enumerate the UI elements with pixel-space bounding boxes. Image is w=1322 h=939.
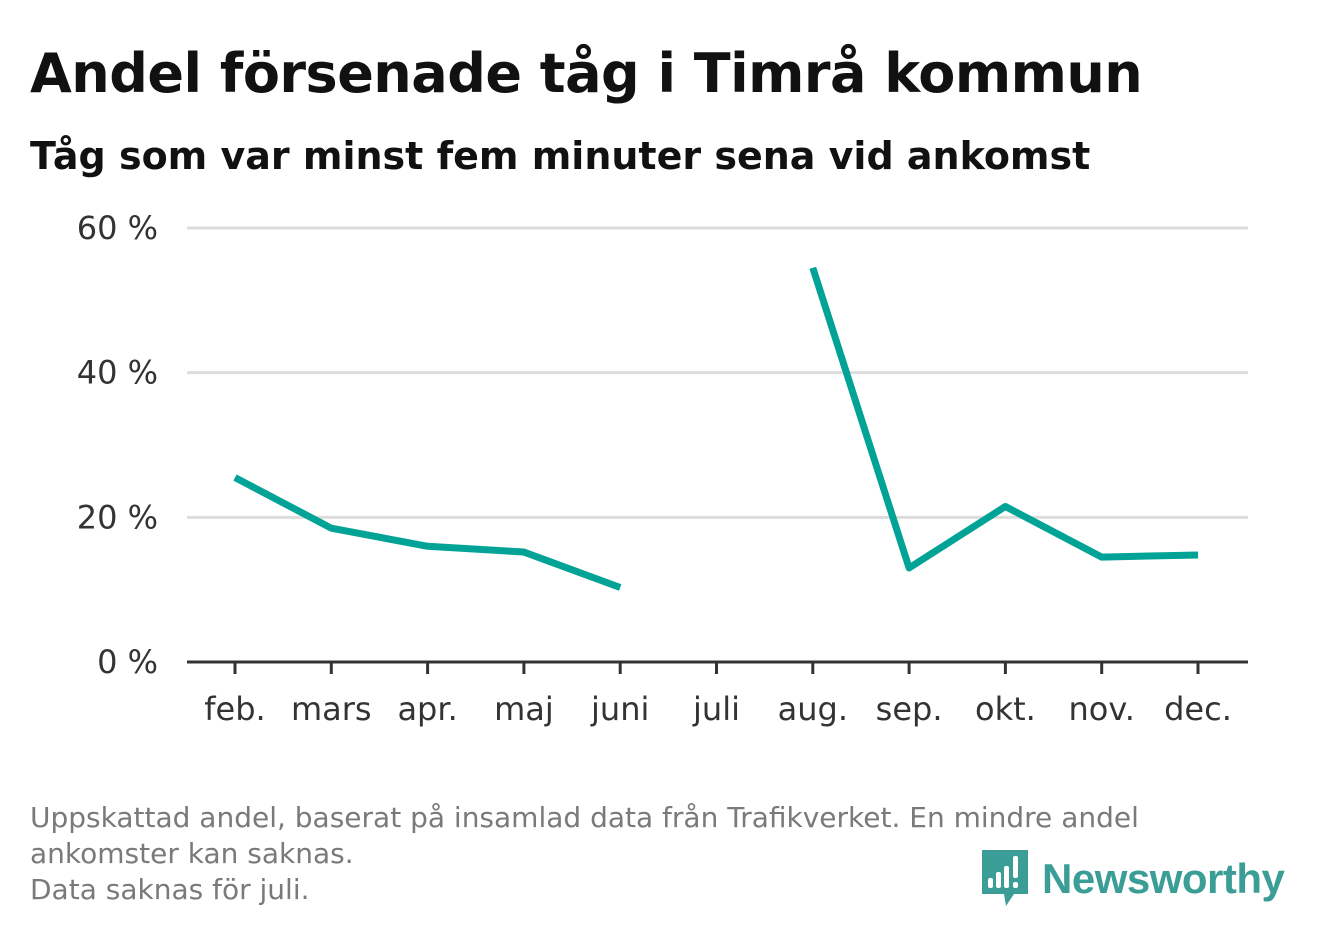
y-tick-label: 20 % bbox=[77, 498, 158, 536]
x-tick-label: mars bbox=[291, 690, 372, 728]
y-tick-label: 0 % bbox=[97, 643, 158, 681]
x-tick-label: sep. bbox=[876, 690, 943, 728]
x-tick-label: juni bbox=[590, 690, 649, 728]
footnote-line: Data saknas för juli. bbox=[30, 873, 310, 906]
footnote-line: ankomster kan saknas. bbox=[30, 837, 354, 870]
x-tick-label: okt. bbox=[975, 690, 1036, 728]
series-line bbox=[233, 474, 622, 591]
brand-name: Newsworthy bbox=[1042, 855, 1285, 902]
series-line bbox=[809, 266, 1199, 572]
x-tick-label: maj bbox=[494, 690, 554, 728]
gridlines bbox=[187, 226, 1248, 519]
brand-logo: Newsworthy bbox=[980, 848, 1285, 910]
x-axis bbox=[187, 660, 1248, 674]
y-axis-labels: 0 % 20 % 40 % 60 % bbox=[77, 209, 158, 681]
chart-subtitle: Tåg som var minst fem minuter sena vid a… bbox=[30, 134, 1091, 178]
x-tick-label: aug. bbox=[778, 690, 848, 728]
x-axis-labels: feb. mars apr. maj juni juli aug. sep. okt. nov. d… bbox=[204, 690, 1232, 728]
y-tick-label: 60 % bbox=[77, 209, 158, 247]
y-tick-label: 40 % bbox=[77, 354, 158, 392]
x-tick-label: dec. bbox=[1164, 690, 1232, 728]
series-lines bbox=[233, 266, 1199, 591]
x-tick-label: juli bbox=[692, 690, 740, 728]
x-tick-label: feb. bbox=[204, 690, 265, 728]
newsworthy-logo-icon bbox=[982, 850, 1028, 906]
x-tick-label: apr. bbox=[397, 690, 457, 728]
footnote: Uppskattad andel, baserat på insamlad da… bbox=[30, 800, 1139, 908]
x-tick-label: nov. bbox=[1068, 690, 1134, 728]
footnote-line: Uppskattad andel, baserat på insamlad da… bbox=[30, 801, 1139, 834]
chart-title: Andel försenade tåg i Timrå kommun bbox=[30, 42, 1143, 105]
